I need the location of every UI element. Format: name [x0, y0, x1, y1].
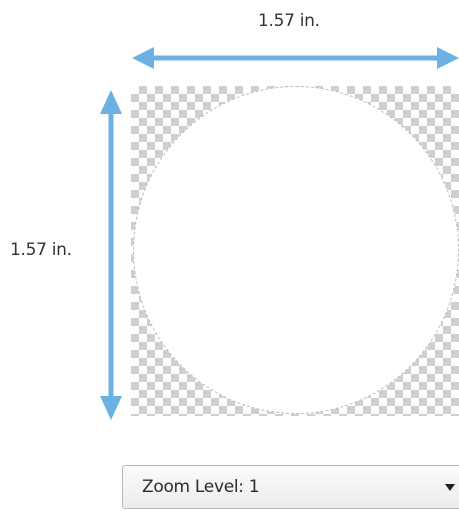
height-dimension-arrow	[100, 90, 122, 420]
zoom-level-dropdown[interactable]: Zoom Level: 1	[122, 465, 459, 509]
zoom-level-text: Zoom Level: 1	[142, 477, 260, 497]
circle-shape[interactable]	[133, 86, 459, 414]
chevron-down-icon[interactable]	[445, 484, 455, 491]
width-dimension-arrow	[132, 47, 459, 69]
height-dimension-label: 1.57 in.	[10, 240, 72, 260]
zoom-level-label: Zoom Level:	[142, 477, 244, 497]
transparent-canvas	[131, 86, 459, 416]
width-dimension-label: 1.57 in.	[258, 11, 320, 31]
zoom-level-value: 1	[248, 477, 260, 497]
